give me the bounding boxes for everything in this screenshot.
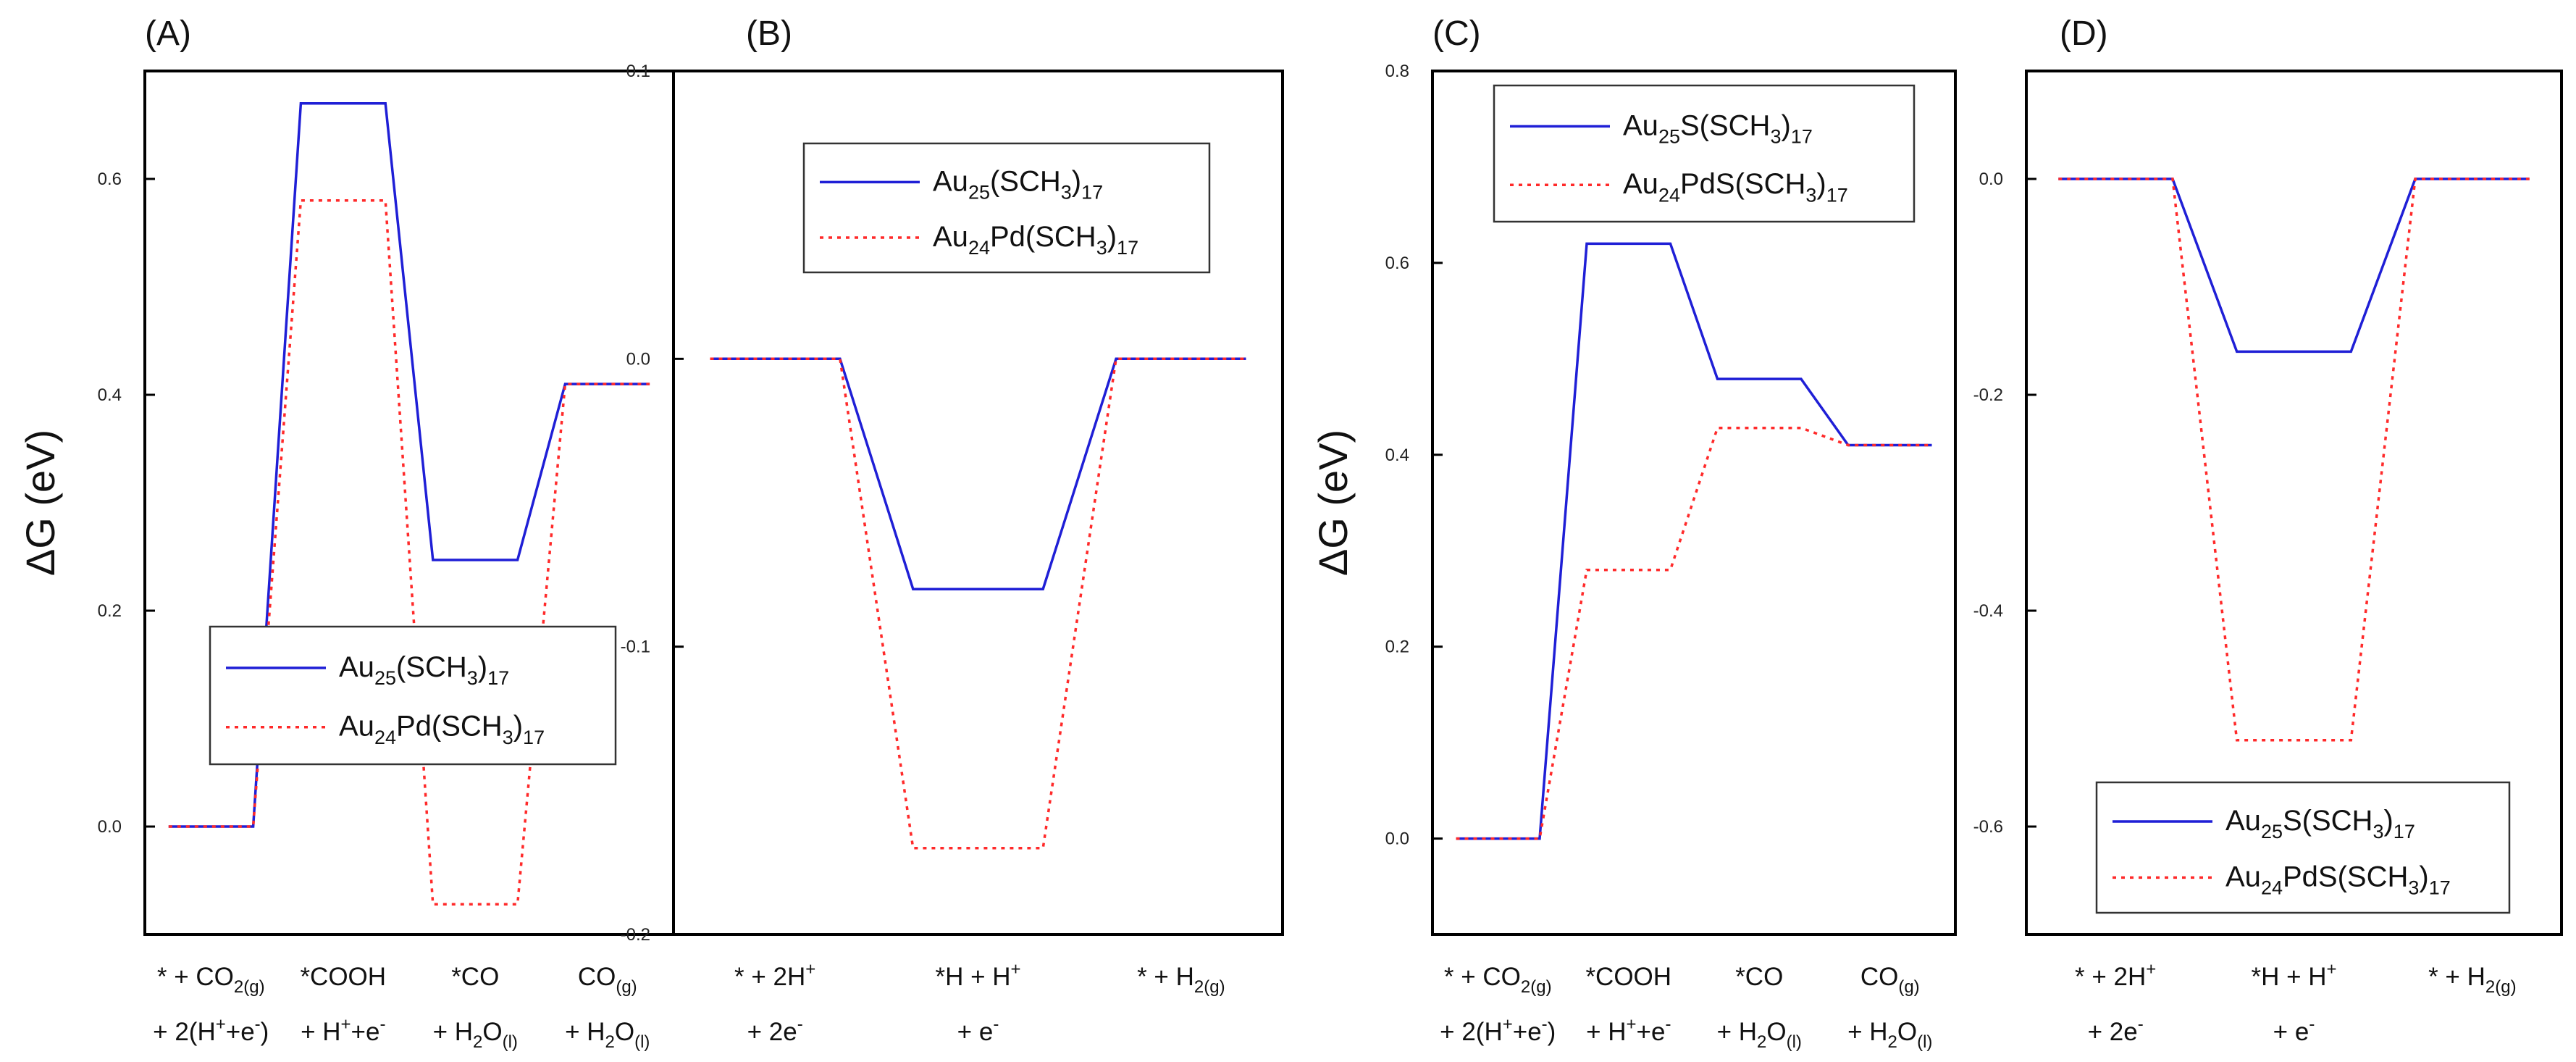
x-category-label-line2: + H2O(l) [565, 1018, 650, 1052]
legend-label: Au25(SCH3)17 [933, 165, 1103, 203]
series-line-blue [2058, 177, 2530, 354]
plot-frame [672, 70, 1284, 936]
y-axis-label: ΔG (eV) [17, 430, 63, 576]
panel-b: -0.2 -0.1 0.0 0.1 (B) * + 2H+ *H + H+ * + H2(g)… [621, 14, 1284, 1046]
legend-label: Au24PdS(SCH3)17 [2225, 861, 2451, 898]
series-line-red [1456, 426, 1932, 840]
panel-label: (A) [145, 14, 191, 53]
x-category-label: *H + H+ [2251, 959, 2336, 991]
legend-box [802, 142, 1211, 274]
x-category-label: *CO [451, 963, 499, 991]
y-tick-label: -0.2 [621, 925, 650, 945]
x-category-label-line2: + H++e- [301, 1014, 385, 1046]
y-tick-label: 0.2 [1385, 637, 1409, 657]
legend-label: Au25(SCH3)17 [339, 651, 509, 689]
x-category-label-line2: + e- [957, 1014, 999, 1046]
x-category-label-line2: + H2O(l) [1717, 1018, 1802, 1052]
x-category-label-line2: + 2e- [747, 1014, 803, 1046]
legend-label: Au25S(SCH3)17 [1623, 109, 1813, 147]
panels-root: 0.0 0.2 0.4 0.6 ΔG (eV) (A) * + CO2(g) *COOH *CO… [17, 14, 2563, 1052]
x-category-label: *COOH [300, 963, 386, 991]
legend-box [2095, 781, 2511, 914]
legend: Au25S(SCH3)17 Au24PdS(SCH3)17 [1493, 84, 1916, 223]
plot-frame [2025, 70, 2563, 936]
x-category-label-line2: + H2O(l) [433, 1018, 518, 1052]
x-category-label: * + 2H+ [734, 959, 815, 991]
y-tick-label: 0.4 [98, 385, 122, 405]
x-category-label: *CO [1735, 963, 1783, 991]
panel-c: 0.0 0.2 0.4 0.6 0.8 ΔG (eV) (C) * + CO2(g) *COOH… [1310, 14, 1957, 1052]
x-category-label-line2: + 2e- [2088, 1014, 2144, 1046]
y-tick-label: -0.2 [1973, 385, 2003, 405]
y-tick-label: 0.1 [626, 62, 650, 81]
x-category-label: *COOH [1585, 963, 1671, 991]
legend-label: Au24Pd(SCH3)17 [339, 711, 545, 748]
legend: Au25(SCH3)17 Au24Pd(SCH3)17 [802, 142, 1211, 274]
x-category-label: *H + H+ [935, 959, 1020, 991]
legend-label: Au25S(SCH3)17 [2225, 805, 2415, 843]
legend: Au25S(SCH3)17 Au24PdS(SCH3)17 [2095, 781, 2511, 914]
legend-box [1493, 84, 1916, 223]
panel-label: (C) [1432, 14, 1481, 53]
y-tick-label: 0.0 [1385, 829, 1409, 849]
panel-a: 0.0 0.2 0.4 0.6 ΔG (eV) (A) * + CO2(g) *COOH *CO… [17, 14, 675, 1052]
x-category-label-line2: + 2(H++e-) [1440, 1014, 1556, 1046]
x-category-label: CO(g) [578, 963, 637, 997]
y-tick-label: 0.6 [98, 170, 122, 189]
y-tick-label: 0.0 [626, 349, 650, 369]
y-tick-label: -0.6 [1973, 817, 2003, 837]
series-line-red [168, 199, 650, 906]
series-line-red [710, 357, 1246, 850]
y-tick-label: 0.2 [98, 601, 122, 621]
y-tick-label: -0.4 [1973, 601, 2003, 621]
y-tick-label: 0.4 [1385, 446, 1409, 465]
y-tick-label: 0.6 [1385, 254, 1409, 273]
legend-label: Au24PdS(SCH3)17 [1623, 168, 1848, 206]
x-category-label: * + H2(g) [1137, 963, 1225, 997]
x-category-label: * + 2H+ [2075, 959, 2156, 991]
x-category-label-line2: + 2(H++e-) [153, 1014, 269, 1046]
y-tick-label: 0.0 [1979, 170, 2003, 189]
panel-label: (D) [2060, 14, 2108, 53]
plot-frame [1431, 70, 1957, 936]
x-category-label-line2: + H++e- [1586, 1014, 1671, 1046]
x-category-label: * + CO2(g) [157, 963, 265, 997]
x-category-label: * + H2(g) [2428, 963, 2516, 997]
legend: Au25(SCH3)17 Au24Pd(SCH3)17 [209, 625, 617, 766]
y-tick-label: -0.1 [621, 637, 650, 657]
x-category-label-line2: + H2O(l) [1847, 1018, 1932, 1052]
series-line-blue [1456, 242, 1932, 840]
x-category-label: * + CO2(g) [1444, 963, 1552, 997]
panel-d: -0.6 -0.4 -0.2 0.0 (D) * + 2H+ *H + H+ * + H2(g… [1973, 14, 2563, 1046]
y-tick-label: 0.0 [98, 817, 122, 837]
legend-box [209, 625, 617, 766]
x-category-label-line2: + e- [2273, 1014, 2315, 1046]
y-axis-label: ΔG (eV) [1310, 430, 1356, 576]
legend-label: Au24Pd(SCH3)17 [933, 221, 1138, 259]
panel-label: (B) [746, 14, 792, 53]
x-category-label: CO(g) [1860, 963, 1920, 997]
y-tick-label: 0.8 [1385, 62, 1409, 81]
